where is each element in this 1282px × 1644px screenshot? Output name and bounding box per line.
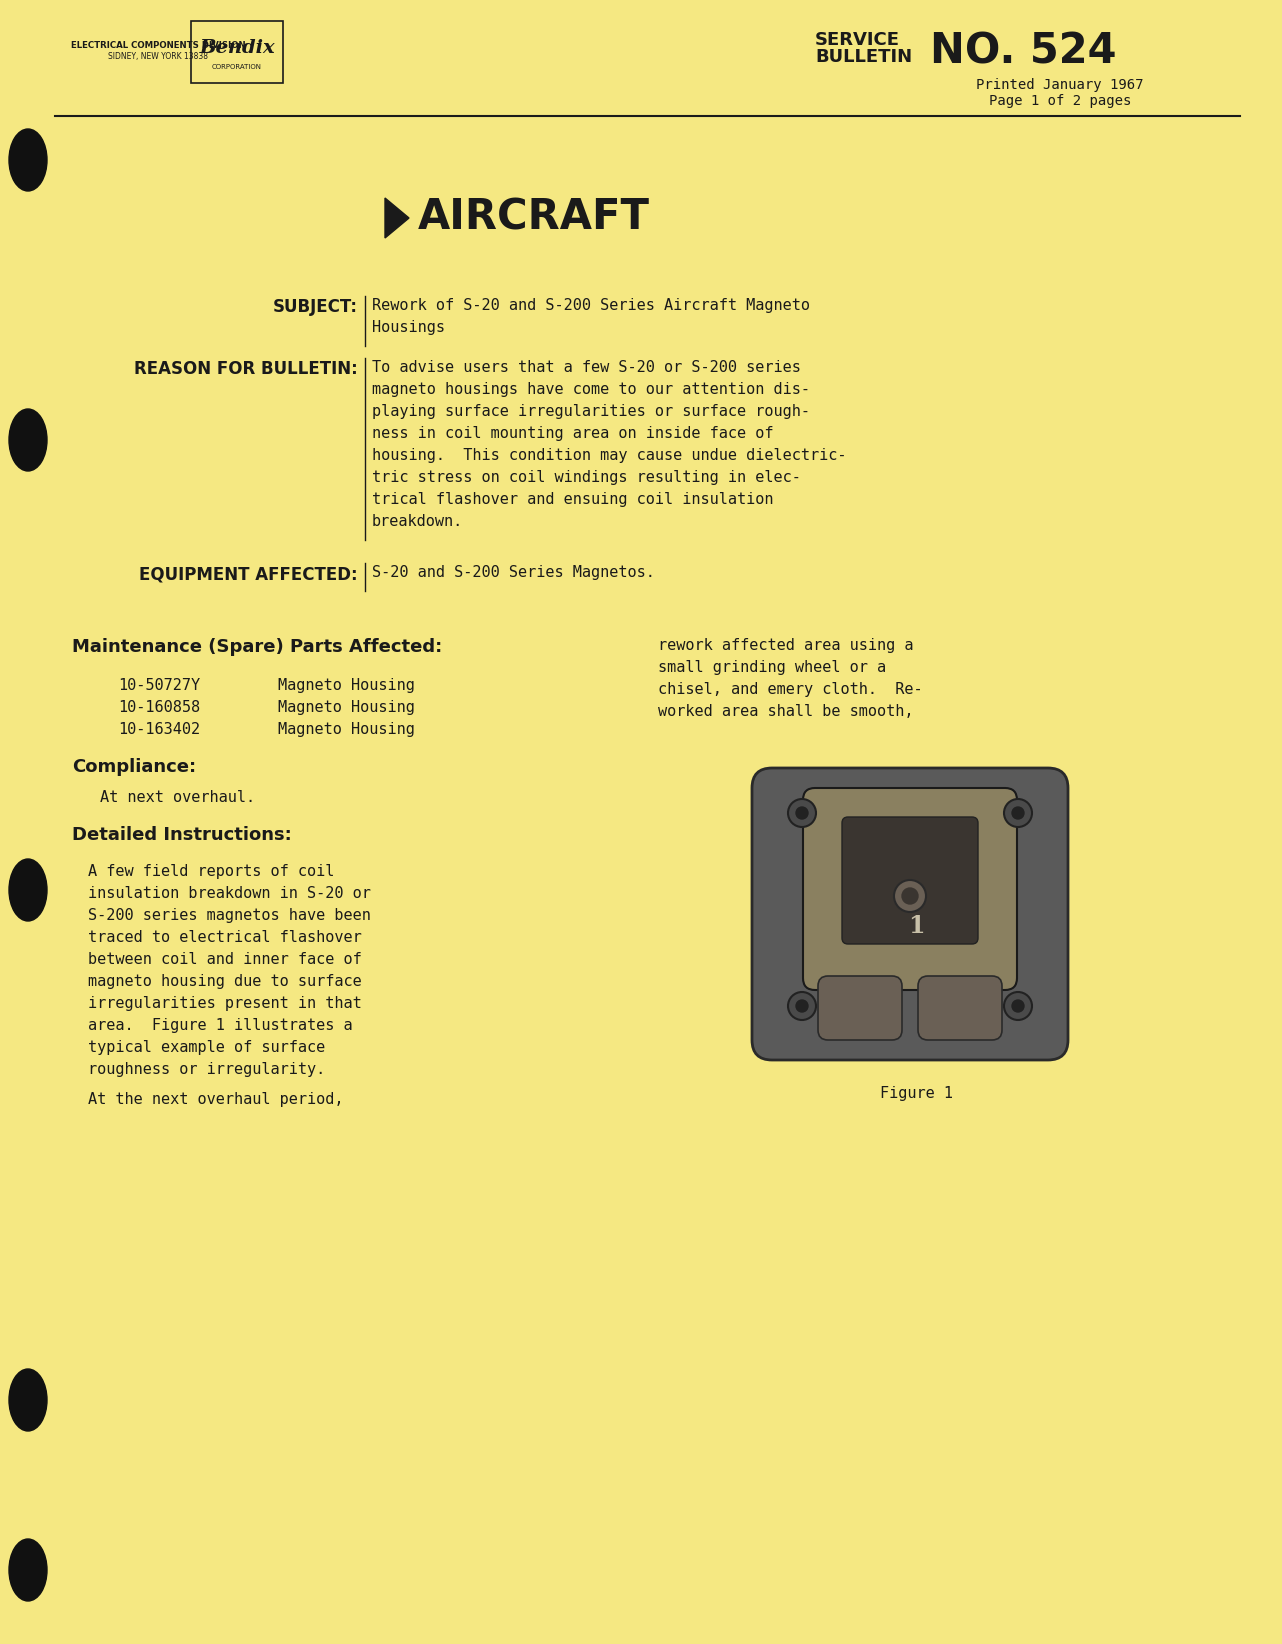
Circle shape xyxy=(796,1000,808,1013)
Circle shape xyxy=(788,799,817,827)
Circle shape xyxy=(894,880,926,912)
Circle shape xyxy=(1011,807,1024,819)
Text: BULLETIN: BULLETIN xyxy=(815,48,912,66)
Text: EQUIPMENT AFFECTED:: EQUIPMENT AFFECTED: xyxy=(140,566,358,584)
Text: Compliance:: Compliance: xyxy=(72,758,196,776)
Polygon shape xyxy=(385,197,409,238)
Text: Maintenance (Spare) Parts Affected:: Maintenance (Spare) Parts Affected: xyxy=(72,638,442,656)
Text: Housings: Housings xyxy=(372,321,445,335)
Circle shape xyxy=(796,807,808,819)
Text: roughness or irregularity.: roughness or irregularity. xyxy=(88,1062,326,1077)
Text: Magneto Housing: Magneto Housing xyxy=(278,700,415,715)
Text: 10-50727Y: 10-50727Y xyxy=(118,677,200,694)
Text: magneto housing due to surface: magneto housing due to surface xyxy=(88,973,362,990)
Text: insulation breakdown in S-20 or: insulation breakdown in S-20 or xyxy=(88,886,370,901)
FancyBboxPatch shape xyxy=(753,768,1068,1060)
Circle shape xyxy=(1011,1000,1024,1013)
Ellipse shape xyxy=(9,409,47,470)
Text: tric stress on coil windings resulting in elec-: tric stress on coil windings resulting i… xyxy=(372,470,801,485)
Ellipse shape xyxy=(9,128,47,191)
Text: Figure 1: Figure 1 xyxy=(879,1087,953,1101)
Text: SIDNEY, NEW YORK 13838: SIDNEY, NEW YORK 13838 xyxy=(108,53,208,61)
Text: small grinding wheel or a: small grinding wheel or a xyxy=(658,659,886,676)
Text: rework affected area using a: rework affected area using a xyxy=(658,638,914,653)
Text: AIRCRAFT: AIRCRAFT xyxy=(418,197,650,238)
FancyBboxPatch shape xyxy=(803,787,1017,990)
Text: typical example of surface: typical example of surface xyxy=(88,1041,326,1055)
Text: irregularities present in that: irregularities present in that xyxy=(88,996,362,1011)
Text: SUBJECT:: SUBJECT: xyxy=(273,298,358,316)
Text: Page 1 of 2 pages: Page 1 of 2 pages xyxy=(988,94,1131,109)
Text: 10-160858: 10-160858 xyxy=(118,700,200,715)
Text: Bendix: Bendix xyxy=(199,39,274,58)
Text: At next overhaul.: At next overhaul. xyxy=(100,791,255,806)
Text: Rework of S-20 and S-200 Series Aircraft Magneto: Rework of S-20 and S-200 Series Aircraft… xyxy=(372,298,810,312)
Text: S-200 series magnetos have been: S-200 series magnetos have been xyxy=(88,907,370,922)
Text: chisel, and emery cloth.  Re-: chisel, and emery cloth. Re- xyxy=(658,682,923,697)
Text: CORPORATION: CORPORATION xyxy=(212,64,262,71)
Circle shape xyxy=(1004,991,1032,1019)
Text: To advise users that a few S-20 or S-200 series: To advise users that a few S-20 or S-200… xyxy=(372,360,801,375)
Text: area.  Figure 1 illustrates a: area. Figure 1 illustrates a xyxy=(88,1018,353,1032)
Text: Magneto Housing: Magneto Housing xyxy=(278,722,415,737)
Text: playing surface irregularities or surface rough-: playing surface irregularities or surfac… xyxy=(372,404,810,419)
Text: 1: 1 xyxy=(908,914,924,939)
Ellipse shape xyxy=(9,860,47,921)
Ellipse shape xyxy=(9,1369,47,1430)
Text: magneto housings have come to our attention dis-: magneto housings have come to our attent… xyxy=(372,381,810,396)
Circle shape xyxy=(1004,799,1032,827)
Text: At the next overhaul period,: At the next overhaul period, xyxy=(88,1092,344,1106)
Text: breakdown.: breakdown. xyxy=(372,515,463,529)
Text: NO. 524: NO. 524 xyxy=(929,31,1117,72)
Text: trical flashover and ensuing coil insulation: trical flashover and ensuing coil insula… xyxy=(372,492,773,506)
Text: 10-163402: 10-163402 xyxy=(118,722,200,737)
Text: SERVICE: SERVICE xyxy=(815,31,900,49)
Text: worked area shall be smooth,: worked area shall be smooth, xyxy=(658,704,914,718)
FancyBboxPatch shape xyxy=(818,977,903,1041)
Text: between coil and inner face of: between coil and inner face of xyxy=(88,952,362,967)
Text: housing.  This condition may cause undue dielectric-: housing. This condition may cause undue … xyxy=(372,449,846,464)
Text: S-20 and S-200 Series Magnetos.: S-20 and S-200 Series Magnetos. xyxy=(372,566,655,580)
Text: Magneto Housing: Magneto Housing xyxy=(278,677,415,694)
Circle shape xyxy=(788,991,817,1019)
Text: Printed January 1967: Printed January 1967 xyxy=(977,77,1144,92)
FancyBboxPatch shape xyxy=(842,817,978,944)
FancyBboxPatch shape xyxy=(191,21,283,82)
FancyBboxPatch shape xyxy=(918,977,1003,1041)
Text: Detailed Instructions:: Detailed Instructions: xyxy=(72,825,292,843)
Text: ness in coil mounting area on inside face of: ness in coil mounting area on inside fac… xyxy=(372,426,773,441)
Text: A few field reports of coil: A few field reports of coil xyxy=(88,865,335,880)
Text: REASON FOR BULLETIN:: REASON FOR BULLETIN: xyxy=(135,360,358,378)
Text: traced to electrical flashover: traced to electrical flashover xyxy=(88,931,362,945)
Circle shape xyxy=(903,888,918,904)
Ellipse shape xyxy=(9,1539,47,1601)
Text: ELECTRICAL COMPONENTS DIVISION: ELECTRICAL COMPONENTS DIVISION xyxy=(71,41,245,51)
